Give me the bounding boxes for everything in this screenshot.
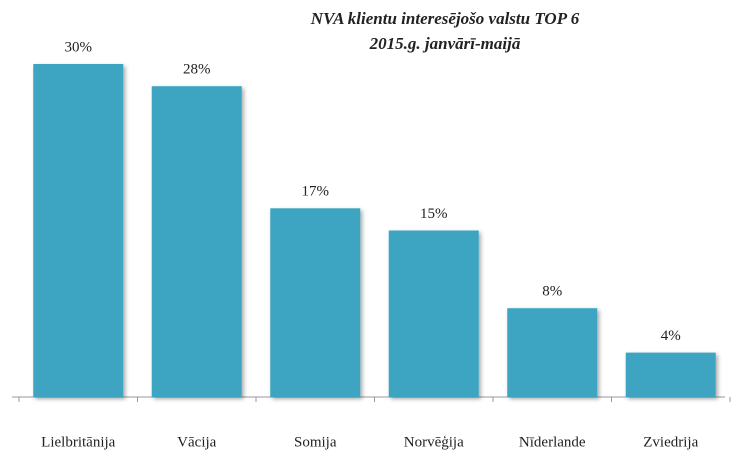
data-label: 28% bbox=[183, 62, 211, 78]
chart-subtitle: 2015.g. janvārī-maijā bbox=[369, 34, 521, 53]
data-label: 17% bbox=[302, 184, 330, 200]
data-label: 15% bbox=[420, 206, 448, 222]
bar bbox=[33, 64, 124, 397]
x-tick-label: Zviedrija bbox=[643, 434, 698, 450]
data-label: 30% bbox=[65, 39, 93, 55]
x-tick-label: Nīderlande bbox=[519, 434, 586, 450]
data-label: 4% bbox=[661, 328, 681, 344]
x-tick-label: Lielbritānija bbox=[41, 434, 115, 450]
bar bbox=[625, 352, 716, 397]
bar bbox=[151, 86, 242, 397]
bar bbox=[507, 308, 598, 397]
x-tick-label: Norvēģija bbox=[404, 434, 464, 450]
x-tick-label: Vācija bbox=[177, 434, 216, 450]
data-label: 8% bbox=[542, 284, 562, 300]
x-tick-label: Somija bbox=[294, 434, 337, 450]
bar bbox=[388, 230, 479, 397]
chart-title: NVA klientu interesējošo valstu TOP 6 bbox=[310, 9, 580, 28]
bar bbox=[270, 208, 361, 397]
